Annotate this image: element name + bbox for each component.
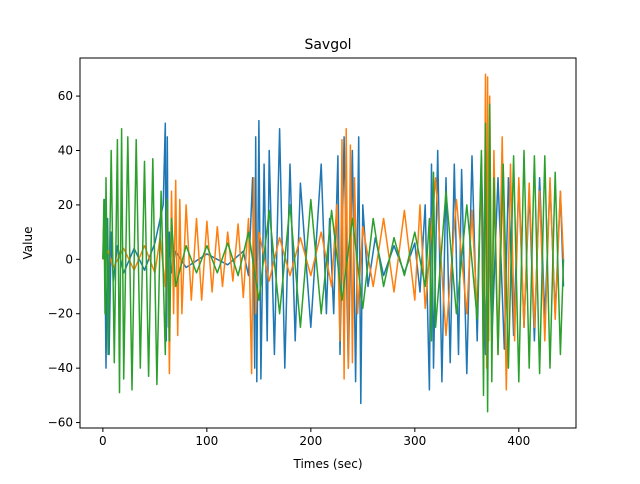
series-line-2-series-green xyxy=(102,103,565,413)
y-tick-label: −20 xyxy=(48,307,73,321)
y-tick-label: 0 xyxy=(65,252,73,266)
x-axis-label: Times (sec) xyxy=(292,457,362,471)
x-tick-label: 100 xyxy=(195,434,218,448)
y-tick-label: 40 xyxy=(58,144,73,158)
chart-title: Savgol xyxy=(304,37,351,53)
x-tick-label: 400 xyxy=(507,434,530,448)
x-tick-label: 300 xyxy=(403,434,426,448)
x-tick-label: 0 xyxy=(99,434,107,448)
y-axis-label: Value xyxy=(21,227,35,260)
y-tick-label: −60 xyxy=(48,416,73,430)
y-tick-label: 20 xyxy=(58,198,73,212)
y-tick-label: −40 xyxy=(48,361,73,375)
y-tick-label: 60 xyxy=(58,89,73,103)
y-axis: −60 −40 −20 0 20 40 60 xyxy=(48,89,80,430)
x-tick-label: 200 xyxy=(299,434,322,448)
x-axis: 0 100 200 300 400 xyxy=(99,428,530,448)
series-layer xyxy=(102,73,565,413)
plot-frame xyxy=(79,57,577,429)
